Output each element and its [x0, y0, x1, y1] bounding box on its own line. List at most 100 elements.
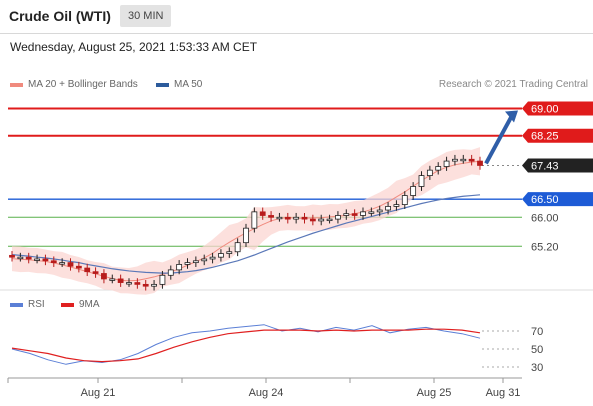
- legend-swatch: [10, 302, 23, 307]
- candle-body: [218, 253, 224, 258]
- candle-body: [410, 186, 417, 196]
- candle-body: [351, 213, 358, 216]
- price-tag-68.25: [522, 128, 593, 143]
- candle-body: [443, 160, 450, 167]
- projection-arrowhead: [505, 110, 518, 123]
- candle-body: [426, 169, 433, 176]
- legend-label: 9MA: [79, 299, 100, 310]
- x-tick-label: Aug 24: [249, 387, 284, 399]
- x-tick-label: Aug 21: [81, 387, 116, 399]
- candle-body: [126, 282, 132, 285]
- interval-button[interactable]: 30 MIN: [120, 5, 172, 27]
- candle-body: [192, 260, 199, 264]
- rsi-line: [11, 324, 481, 365]
- price-label-68.25: 68.25: [531, 131, 559, 143]
- timestamp: Wednesday, August 25, 2021 1:53:33 AM CE…: [10, 40, 258, 54]
- candle-body: [42, 258, 49, 262]
- candle-body: [284, 216, 291, 220]
- candle-body: [184, 262, 191, 265]
- candle-body: [117, 278, 124, 283]
- candle-body: [9, 254, 15, 258]
- candle-body: [468, 158, 475, 162]
- price-tag-67.43: [522, 158, 593, 173]
- candle-body: [109, 278, 116, 281]
- candle-body: [460, 158, 467, 162]
- legend-ma20-bollinger: MA 20 + Bollinger Bands: [10, 79, 138, 90]
- candle-body: [159, 274, 166, 285]
- candle-body: [301, 216, 308, 220]
- projection-arrow: [484, 114, 514, 165]
- legend-label: MA 50: [174, 79, 203, 90]
- candle-body: [293, 216, 300, 220]
- candle-body: [318, 218, 325, 222]
- rsi-9ma-line: [11, 328, 481, 363]
- price-label-65.20: 65.20: [531, 241, 559, 253]
- legend-swatch: [61, 302, 74, 307]
- x-axis: Aug 21 Aug 24 Aug 25 Aug 31: [7, 377, 522, 399]
- price-label-67.43: 67.43: [531, 160, 559, 172]
- price-tag-66.50: [522, 192, 593, 207]
- candle-body: [25, 256, 32, 260]
- candle-body: [134, 282, 141, 285]
- rsi-pane: 70 50 30: [11, 324, 543, 374]
- candle-body: [17, 256, 24, 260]
- candle-body: [67, 262, 74, 267]
- candle-body: [477, 160, 483, 166]
- candle-body: [251, 211, 258, 229]
- candle-body: [343, 213, 350, 216]
- legend-label: MA 20 + Bollinger Bands: [28, 79, 138, 90]
- legend-rsi: RSI: [10, 299, 45, 310]
- bollinger-band: [12, 147, 480, 295]
- candle-body: [209, 256, 216, 260]
- candle-body: [59, 262, 66, 265]
- price-tag-69.00: [522, 101, 593, 116]
- candle-body: [201, 258, 208, 262]
- candle-body: [151, 283, 157, 287]
- candle-body: [142, 283, 149, 287]
- candle-body: [335, 215, 341, 220]
- x-tick-label: Aug 25: [417, 387, 452, 399]
- legend-swatch: [156, 82, 169, 87]
- legend-9ma: 9MA: [61, 299, 100, 310]
- candle-body: [452, 158, 458, 162]
- candle-body: [435, 166, 442, 171]
- candle-body: [50, 260, 57, 264]
- candle-body: [101, 273, 107, 280]
- candle-body: [75, 265, 82, 269]
- candle-body: [418, 175, 425, 187]
- chart-header: Crude Oil (WTI) 30 MIN: [0, 0, 593, 34]
- candle-body: [176, 264, 183, 271]
- candle-body: [376, 209, 383, 213]
- candle-body: [84, 267, 91, 273]
- candle-body: [393, 204, 400, 207]
- candle-body: [309, 218, 316, 222]
- candle-body: [34, 258, 40, 261]
- candle-body: [360, 211, 366, 216]
- credit-text: Research © 2021 Trading Central: [438, 79, 588, 90]
- price-label-66.00: 66.00: [531, 212, 559, 224]
- candle-body: [167, 269, 174, 276]
- candle-body: [368, 211, 375, 214]
- candle-body: [243, 227, 249, 244]
- candle-body: [92, 271, 99, 274]
- price-label-66.50: 66.50: [531, 194, 559, 206]
- instrument-title: Crude Oil (WTI): [9, 8, 111, 24]
- candle-body: [259, 211, 266, 216]
- legend-swatch: [10, 82, 23, 87]
- rsi-tick-label: 50: [531, 344, 543, 356]
- price-pane: 69.00 68.25 67.43 66.50 66.00 65.20: [8, 101, 593, 295]
- legend-ma50: MA 50: [156, 79, 202, 90]
- candle-body: [234, 242, 241, 253]
- candle-body: [226, 251, 233, 254]
- price-label-69.00: 69.00: [531, 104, 559, 116]
- candle-body: [401, 195, 408, 206]
- rsi-tick-label: 70: [531, 326, 543, 338]
- candle-body: [268, 215, 274, 218]
- candle-body: [326, 218, 333, 222]
- legend-label: RSI: [28, 299, 45, 310]
- x-tick-label: Aug 31: [486, 387, 521, 399]
- rsi-tick-label: 30: [531, 362, 543, 374]
- ma50-line: [11, 194, 481, 274]
- candle-body: [385, 206, 391, 211]
